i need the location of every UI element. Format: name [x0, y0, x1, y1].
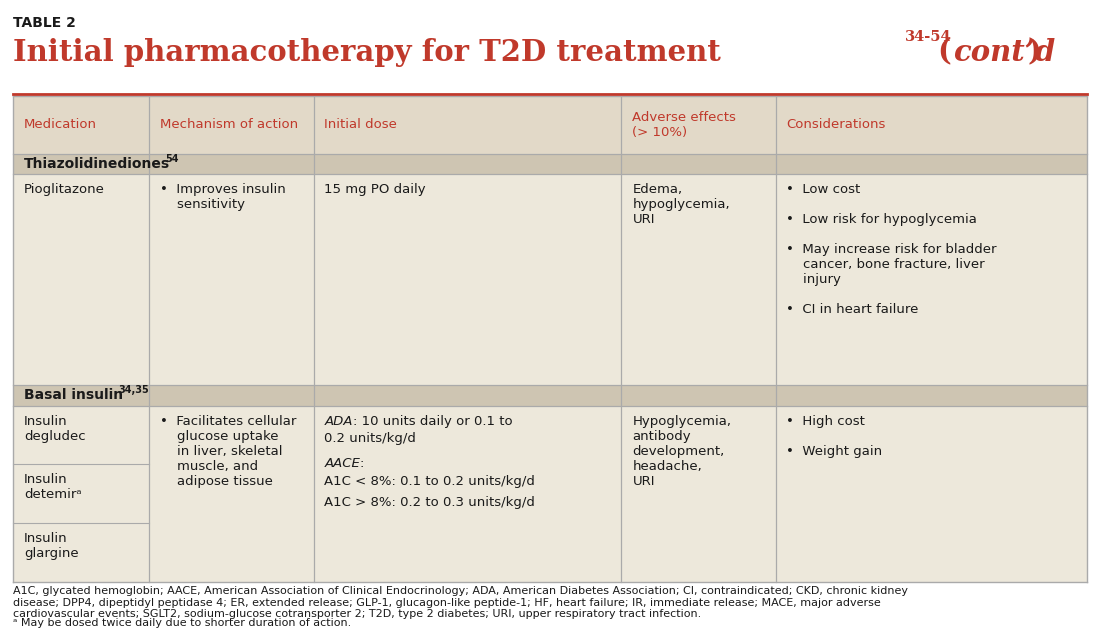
Text: Mechanism of action: Mechanism of action	[160, 118, 298, 131]
Text: AACE: AACE	[324, 457, 361, 470]
Text: 34-54: 34-54	[905, 30, 952, 43]
Text: •  Low cost

•  Low risk for hypoglycemia

•  May increase risk for bladder
    : • Low cost • Low risk for hypoglycemia •…	[786, 183, 997, 316]
Text: Basal insulin: Basal insulin	[24, 388, 123, 403]
Text: A1C, glycated hemoglobin; AACE, American Association of Clinical Endocrinology; : A1C, glycated hemoglobin; AACE, American…	[13, 586, 909, 620]
Bar	[13, 406, 1087, 582]
Text: (: (	[937, 38, 950, 67]
Text: :: :	[360, 457, 364, 470]
Text: •  High cost

•  Weight gain: • High cost • Weight gain	[786, 415, 882, 457]
Text: Edema,
hypoglycemia,
URI: Edema, hypoglycemia, URI	[632, 183, 730, 226]
Text: Initial dose: Initial dose	[324, 118, 397, 131]
Text: ᵃ May be dosed twice daily due to shorter duration of action.: ᵃ May be dosed twice daily due to shorte…	[13, 618, 352, 628]
Text: cont’d: cont’d	[953, 38, 1055, 67]
Text: ADA: ADA	[324, 415, 353, 428]
Bar	[13, 154, 1087, 174]
Bar	[13, 96, 1087, 154]
Text: Insulin
glargine: Insulin glargine	[24, 532, 79, 560]
Text: A1C > 8%: 0.2 to 0.3 units/kg/d: A1C > 8%: 0.2 to 0.3 units/kg/d	[324, 496, 536, 509]
Text: ): )	[1027, 38, 1042, 67]
Text: Insulin
degludec: Insulin degludec	[24, 415, 86, 443]
Text: Hypoglycemia,
antibody
development,
headache,
URI: Hypoglycemia, antibody development, head…	[632, 415, 732, 487]
Text: Insulin
detemirᵃ: Insulin detemirᵃ	[24, 473, 81, 501]
Text: Thiazolidinediones: Thiazolidinediones	[24, 157, 170, 171]
Text: Pioglitazone: Pioglitazone	[24, 183, 106, 196]
Text: TABLE 2: TABLE 2	[13, 16, 76, 30]
Text: Initial pharmacotherapy for T2D treatment: Initial pharmacotherapy for T2D treatmen…	[13, 38, 722, 67]
Text: Adverse effects
(> 10%): Adverse effects (> 10%)	[632, 111, 736, 139]
Text: 15 mg PO daily: 15 mg PO daily	[324, 183, 426, 196]
Text: 34,35: 34,35	[119, 386, 150, 395]
Text: Medication: Medication	[24, 118, 97, 131]
Text: 0.2 units/kg/d: 0.2 units/kg/d	[324, 433, 417, 445]
Bar	[13, 174, 1087, 385]
Bar	[13, 385, 1087, 406]
Text: A1C < 8%: 0.1 to 0.2 units/kg/d: A1C < 8%: 0.1 to 0.2 units/kg/d	[324, 474, 536, 487]
Text: Considerations: Considerations	[786, 118, 886, 131]
Text: •  Improves insulin
    sensitivity: • Improves insulin sensitivity	[160, 183, 285, 211]
Text: : 10 units daily or 0.1 to: : 10 units daily or 0.1 to	[352, 415, 513, 428]
Text: •  Facilitates cellular
    glucose uptake
    in liver, skeletal
    muscle, an: • Facilitates cellular glucose uptake in…	[160, 415, 296, 487]
Text: 54: 54	[165, 154, 178, 164]
